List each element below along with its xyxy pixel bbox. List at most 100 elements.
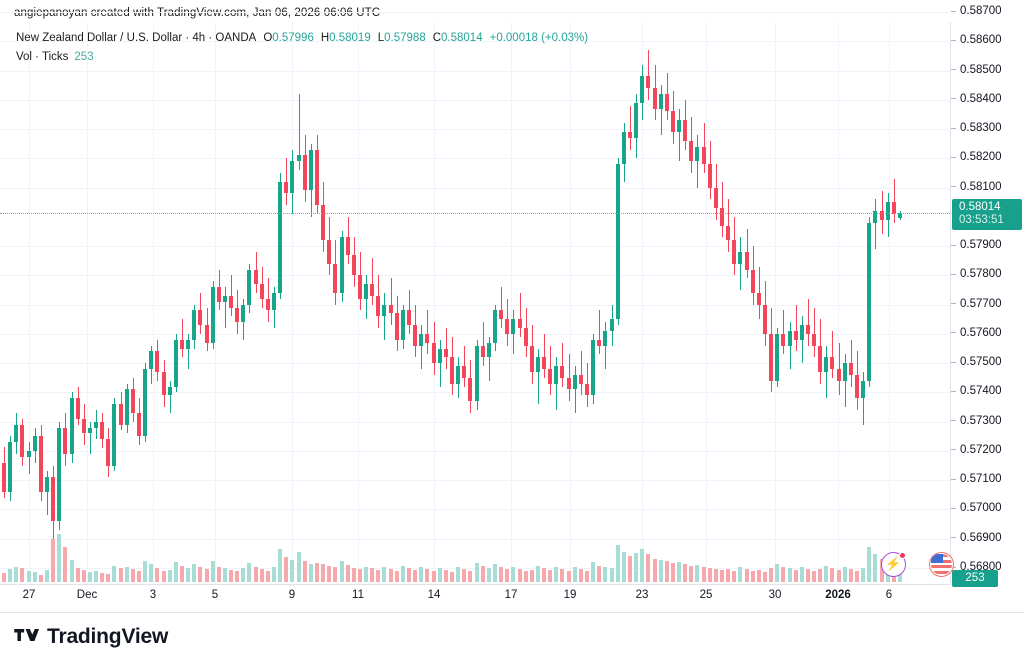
attribution-text: angiepanoyan created with TradingView.co… [14, 7, 381, 19]
candle-body [891, 202, 896, 214]
candle-body [535, 357, 540, 372]
volume-bar [554, 567, 559, 582]
current-price-value: 0.58014 [959, 200, 1001, 213]
volume-bar [572, 567, 577, 582]
price-scale[interactable]: 0.58700 0.58600 0.58500 0.58400 0.58300 0.582… [950, 5, 1024, 587]
gridline-vertical [153, 22, 154, 584]
candle-wick [464, 345, 465, 387]
candle-body [855, 374, 860, 399]
time-tick: 5 [211, 589, 219, 601]
price-tick: 0.57300 [951, 415, 1024, 427]
tradingview-logo[interactable]: TradingView [14, 625, 168, 649]
volume-bar [413, 569, 418, 582]
volume-label[interactable]: Vol · Ticks [16, 51, 69, 63]
candle-body [585, 383, 589, 396]
volume-bar [382, 567, 387, 582]
candle-body [179, 339, 184, 349]
candle-body [443, 348, 448, 358]
candle-body [370, 284, 375, 296]
gridline-vertical [358, 22, 359, 584]
price-tick: 0.57800 [951, 268, 1024, 280]
gridline-vertical [838, 22, 839, 584]
volume-bar [216, 566, 221, 582]
volume-bar [14, 567, 19, 582]
candle-body [296, 155, 301, 162]
candle-wick [170, 380, 171, 413]
candle-wick [845, 354, 846, 408]
volume-bar [542, 568, 547, 582]
candle-body [204, 325, 209, 343]
candle-body [155, 351, 160, 372]
candle-body [480, 345, 485, 358]
volume-bar [192, 564, 197, 582]
candle-body [824, 357, 829, 372]
volume-bar [81, 570, 86, 582]
lightning-icon[interactable]: ⚡ [881, 552, 906, 577]
volume-bar [787, 568, 792, 582]
volume-bar [321, 563, 326, 582]
volume-bar [548, 570, 553, 582]
candle-body [646, 76, 651, 89]
ohlc-low: L0.57988 [378, 32, 426, 44]
volume-bar [388, 569, 393, 582]
volume-bar [762, 571, 767, 582]
candle-body [229, 295, 234, 308]
candle-wick [225, 287, 226, 329]
tradingview-logo-mark [14, 628, 40, 641]
price-tick: 0.57000 [951, 502, 1024, 514]
change-value: +0.00018 (+0.03%) [489, 32, 589, 44]
candle-body [14, 424, 19, 443]
volume-bar [241, 567, 246, 582]
candle-body [75, 398, 80, 419]
candle-body [578, 374, 583, 384]
candle-body [683, 120, 688, 141]
volume-bar [179, 565, 184, 582]
symbol-title[interactable]: New Zealand Dollar / U.S. Dollar · 4h · … [16, 32, 257, 44]
price-tick: 0.57500 [951, 356, 1024, 368]
candle-body [812, 333, 817, 346]
price-tick: 0.58400 [951, 93, 1024, 105]
volume-bar [290, 559, 295, 582]
candle-body [707, 164, 712, 188]
gridline-vertical [215, 22, 216, 584]
time-tick: 6 [885, 589, 893, 601]
volume-bar [585, 571, 589, 582]
volume-bar [450, 571, 454, 582]
current-price-line [0, 212, 950, 214]
candle-body [713, 187, 718, 209]
candle-body [805, 325, 810, 334]
volume-bar [351, 568, 356, 582]
candle-wick [832, 330, 833, 378]
candle-body [603, 330, 608, 346]
time-scale[interactable]: 27 Dec 3 5 9 11 14 17 19 23 25 30 2026 6 [0, 585, 1024, 613]
gridline-vertical [889, 22, 890, 584]
us-flag-icon[interactable] [929, 552, 954, 577]
volume-bar [603, 567, 608, 582]
candle-body [591, 339, 596, 396]
chart-plot-area[interactable] [0, 12, 950, 585]
candle-body [259, 284, 264, 299]
chart-legend: New Zealand Dollar / U.S. Dollar · 4h · … [16, 31, 588, 64]
volume-bar [26, 570, 31, 582]
current-price-badge[interactable]: 0.58014 03:53:51 [952, 198, 1022, 230]
candle-body [20, 424, 25, 457]
candle-body [769, 333, 774, 381]
candle-body [627, 131, 632, 138]
gridline-horizontal [0, 70, 950, 72]
volume-bar [591, 561, 596, 582]
candle-wick [851, 339, 852, 387]
volume-bar [308, 564, 313, 582]
candle-body [861, 380, 866, 399]
candle-body [8, 442, 13, 492]
volume-bar [658, 559, 663, 582]
volume-bar [799, 567, 804, 582]
gridline-horizontal [0, 304, 950, 306]
candle-body [265, 298, 270, 311]
candle-wick [421, 325, 422, 369]
volume-bar [106, 573, 111, 582]
candle-wick [581, 351, 582, 396]
volume-bar [247, 562, 252, 582]
volume-bar [732, 570, 737, 582]
volume-bar [118, 568, 123, 582]
candle-wick [562, 342, 563, 387]
